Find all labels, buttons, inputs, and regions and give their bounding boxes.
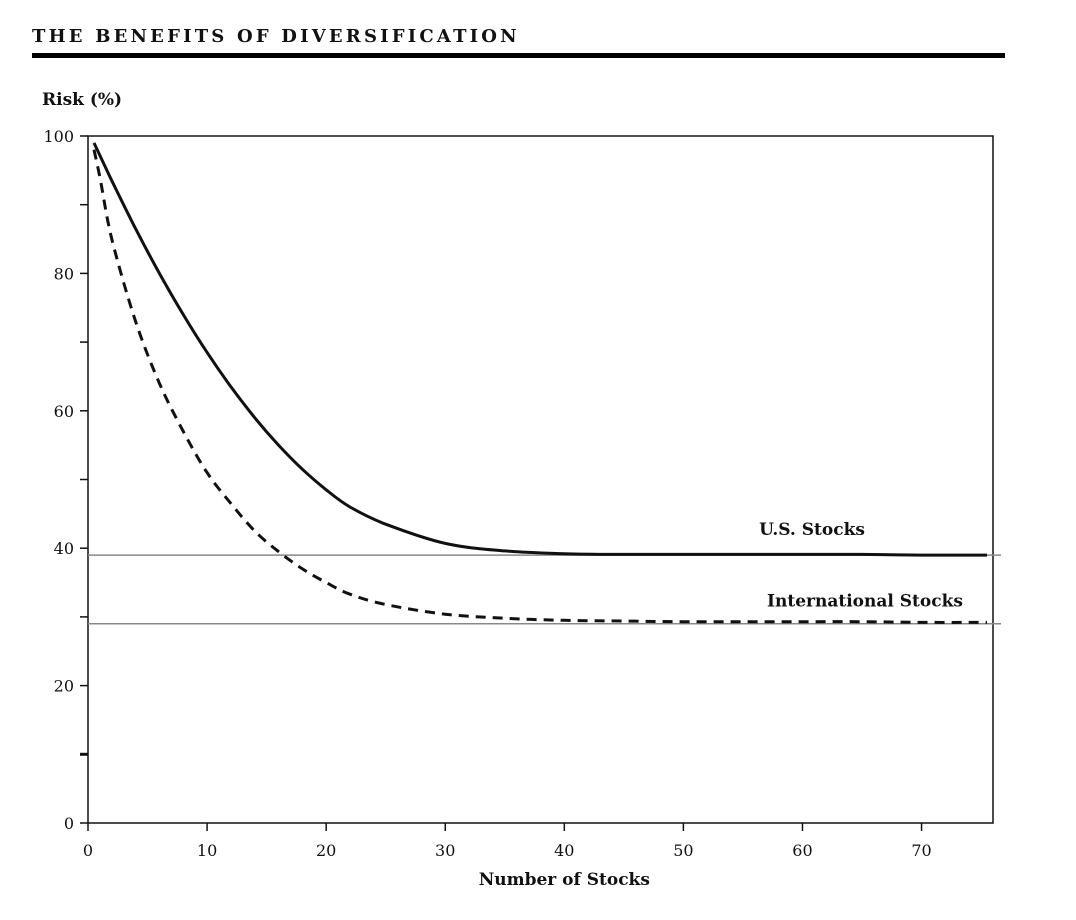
series-line-international-stocks	[92, 149, 988, 624]
plot-frame	[87, 135, 994, 824]
y-axis-label: Risk (%)	[42, 90, 123, 110]
series-label-u-s-stocks: U.S. Stocks	[759, 520, 865, 540]
y-tick-label-80: 80	[54, 264, 74, 283]
y-tick-label-100: 100	[43, 127, 74, 146]
x-tick-label-70: 70	[911, 841, 931, 860]
x-axis-label: Number of Stocks	[479, 870, 650, 890]
x-tick-label-60: 60	[792, 841, 812, 860]
chart-title: THE BENEFITS OF DIVERSIFICATION	[32, 26, 520, 47]
x-tick-label-40: 40	[554, 841, 574, 860]
x-tick-label-50: 50	[673, 841, 693, 860]
x-tick-label-30: 30	[435, 841, 455, 860]
y-tick-label-60: 60	[54, 402, 74, 421]
series-line-u-s-stocks	[92, 142, 988, 557]
x-tick-label-20: 20	[316, 841, 336, 860]
series-label-international-stocks: International Stocks	[767, 591, 963, 611]
y-tick-label-40: 40	[54, 539, 74, 558]
title-rule	[32, 53, 1005, 58]
y-tick-label-0: 0	[64, 814, 74, 833]
y-tick-label-20: 20	[54, 677, 74, 696]
x-tick-label-10: 10	[197, 841, 217, 860]
x-tick-label-0: 0	[83, 841, 93, 860]
